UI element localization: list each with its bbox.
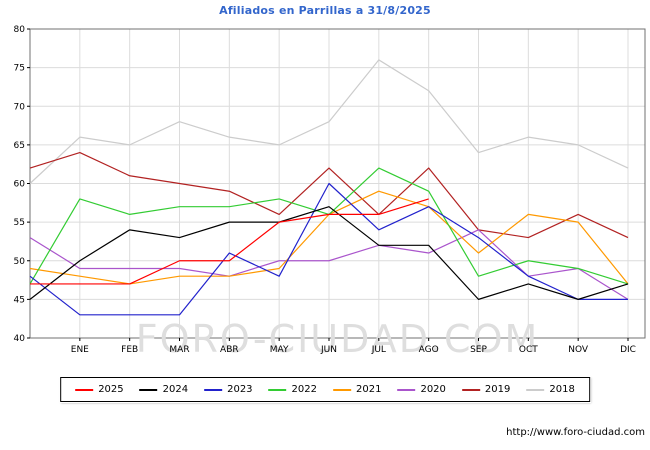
legend-item-2018: 2018 [526,384,575,395]
legend-label-2023: 2023 [227,384,253,395]
y-tick-label: 40 [14,334,26,344]
legend-label-2018: 2018 [549,384,575,395]
legend-label-2020: 2020 [420,384,446,395]
x-tick-label: ENE [71,345,89,355]
y-tick-label: 50 [14,257,26,267]
legend-label-2022: 2022 [291,384,317,395]
legend-swatch-2024 [139,388,158,391]
legend: 2025 2024 2023 2022 2021 2020 2019 2018 [60,377,590,402]
x-tick-label: ABR [220,345,239,355]
x-tick-label: MAR [169,345,189,355]
series-line-2018 [29,59,629,184]
legend-label-2025: 2025 [98,384,124,395]
x-tick-label: OCT [519,345,538,355]
legend-swatch-2021 [333,388,351,391]
legend-label-2021: 2021 [356,384,382,395]
legend-label-2024: 2024 [162,384,189,395]
x-tick-label: AGO [419,345,439,355]
x-tick-label: MAY [270,345,289,355]
legend-item-2020: 2020 [397,384,446,395]
y-tick-label: 55 [14,218,25,228]
y-tick-label: 65 [14,141,25,151]
legend-label-2019: 2019 [484,384,511,395]
x-tick-label: DIC [620,345,636,355]
legend-swatch-2018 [526,388,545,391]
axis-labels: 40 45 50 55 60 65 70 75 80 ENE FEB MAR ABR MAY JUN JUL A… [14,25,636,355]
footer-url-link[interactable]: http://www.foro-ciudad.com [506,427,645,438]
legend-item-2019: 2019 [461,384,511,395]
y-tick-label: 60 [14,180,26,190]
x-tick-label: NOV [568,345,589,355]
y-tick-label: 45 [14,295,25,305]
series-line-2024 [29,206,629,300]
y-tick-label: 70 [14,102,26,112]
series-line-2023 [29,182,628,316]
legend-item-2024: 2024 [139,384,189,395]
legend-swatch-2020 [397,388,416,391]
x-tick-label: SEP [470,345,487,355]
legend-swatch-2025 [75,388,94,391]
x-tick-label: JUN [320,345,337,355]
legend-swatch-2022 [268,388,287,391]
legend-swatch-2019 [461,388,480,391]
x-tick-label: JUL [371,345,386,355]
watermark: FORO-CIUDAD.COM [136,317,540,361]
legend-swatch-2023 [204,388,223,391]
legend-item-2021: 2021 [333,384,381,395]
legend-item-2025: 2025 [75,384,124,395]
series-line-2025 [30,198,429,285]
x-tick-label: FEB [121,345,138,355]
chart-title: Afiliados en Parrillas a 31/8/2025 [219,4,431,17]
legend-item-2022: 2022 [268,384,317,395]
legend-item-2023: 2023 [204,384,253,395]
y-tick-label: 75 [14,64,25,74]
series-line-2019 [29,152,629,239]
y-tick-label: 80 [14,25,26,35]
